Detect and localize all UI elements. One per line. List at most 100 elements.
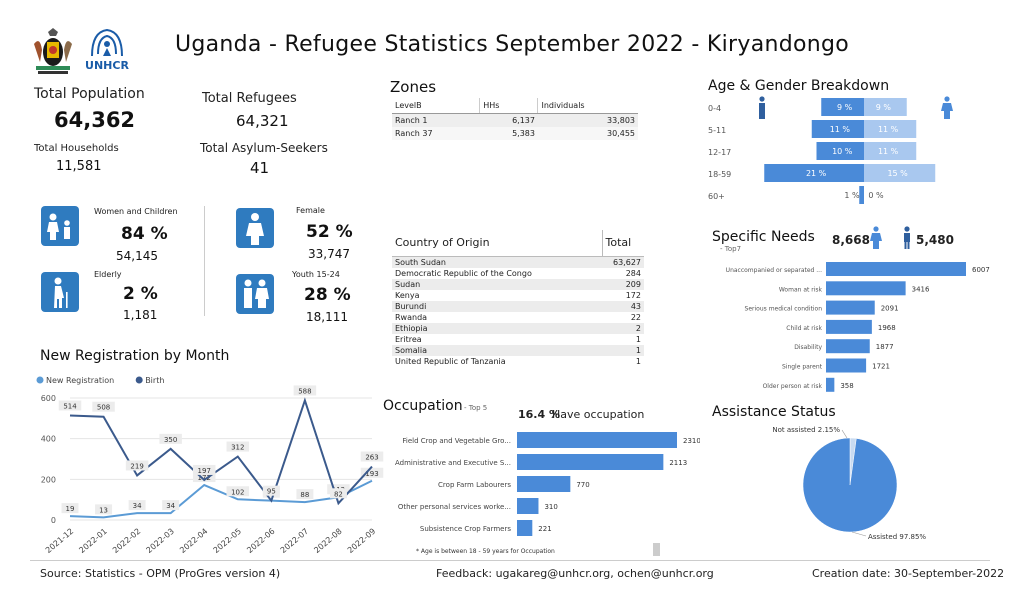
male-bar [811, 120, 864, 138]
assistance-title: Assistance Status [712, 404, 836, 420]
occupation-category-label: Field Crop and Vegetable Gro... [402, 437, 511, 445]
data-label-bg [61, 503, 79, 514]
occupation-bar [517, 476, 571, 492]
footer-feedback[interactable]: Feedback: ugakareg@unhcr.org, ochen@unhc… [436, 567, 714, 580]
zone-hhs: 6,137 [479, 113, 538, 127]
origin-table: Country of Origin Total South Sudan 63,62… [392, 230, 644, 367]
total-refugees-label: Total Refugees [202, 91, 297, 106]
assisted-slice [802, 437, 898, 533]
data-label: 34 [133, 502, 142, 510]
table-row[interactable]: Ethiopia 2 [392, 322, 644, 334]
data-label-bg [262, 485, 280, 496]
need-value-label: 2091 [881, 305, 899, 313]
origin-total: 209 [602, 278, 644, 290]
origin-header-total[interactable]: Total [601, 230, 644, 257]
icon-head [944, 96, 950, 102]
occupation-title: Occupation [383, 398, 463, 414]
x-tick-label: 2022-01 [77, 527, 108, 555]
total-refugees-value: 64,321 [236, 112, 289, 130]
table-row[interactable]: Democratic Republic of the Congo 284 [392, 268, 644, 279]
youth-pct: 28 % [304, 285, 351, 305]
need-bar [826, 358, 867, 373]
origin-country: South Sudan [392, 256, 602, 268]
male-bar-label: 11 % [830, 125, 851, 134]
asylum-value: 41 [250, 159, 270, 177]
legend-label: Birth [145, 376, 164, 385]
occupation-bar [517, 520, 533, 536]
data-label-bg [296, 489, 314, 500]
zones-header-individuals[interactable]: Individuals [537, 98, 638, 114]
female-bar [864, 164, 936, 182]
table-row[interactable]: Ranch 1 6,137 33,803 [392, 113, 638, 127]
need-bar [826, 262, 966, 276]
table-row[interactable]: Rwanda 22 [392, 312, 644, 323]
age-gender-chart: 0-4 9 % 9 % 5-11 11 % 11 % 12-17 10 % 11 % 18-59 2… [708, 96, 953, 204]
footer-divider [30, 560, 990, 561]
origin-country: Burundi [392, 300, 602, 312]
scrollbar-thumb[interactable] [653, 543, 660, 556]
footer-source: Source: Statistics - OPM (ProGres versio… [40, 567, 281, 580]
unhcr-logo: UNHCR [84, 26, 130, 76]
needs-female-total: 8,668 [832, 233, 870, 247]
occupation-category-label: Crop Farm Labourers [438, 481, 511, 489]
zones-header-hhs[interactable]: HHs [479, 98, 538, 114]
origin-country: Democratic Republic of the Congo [395, 268, 532, 278]
data-label-bg [92, 401, 115, 412]
origin-total: 43 [602, 300, 644, 312]
occupation-bar [517, 432, 677, 448]
male-person-icon [902, 226, 912, 254]
zones-header-levelb[interactable]: LevelB [392, 98, 480, 114]
age-group-label: 18-59 [708, 170, 731, 179]
table-row[interactable]: Sudan 209 [392, 278, 644, 290]
table-row[interactable]: Eritrea 1 [392, 334, 644, 345]
zone-individuals: 30,455 [537, 127, 638, 140]
female-bar-label: 0 % [868, 191, 884, 200]
need-category-label: Child at risk [786, 325, 822, 332]
uganda-coat-of-arms-logo [30, 26, 76, 76]
women-children-pct: 84 % [121, 224, 168, 244]
icon-body [941, 103, 953, 119]
x-tick-label: 2022-09 [346, 527, 377, 555]
data-label-bg [192, 472, 216, 483]
women-children-label: Women and Children [94, 207, 178, 216]
occupation-subtitle: - Top 5 [464, 404, 488, 412]
data-label: 95 [267, 488, 276, 496]
birth-line [69, 397, 373, 506]
table-row[interactable]: Kenya 172 [392, 290, 644, 301]
registration-chart-title: New Registration by Month [40, 348, 230, 364]
legend-label: New Registration [46, 376, 114, 385]
y-tick-label: 0 [51, 516, 56, 525]
new-registration-line [69, 479, 373, 519]
female-pct: 52 % [306, 222, 353, 242]
data-label-bg [95, 504, 113, 515]
data-label: 588 [298, 387, 311, 395]
zones-table: LevelB HHs Individuals Ranch 1 6,137 33,80… [392, 98, 638, 140]
need-bar [826, 281, 906, 296]
male-bar-label: 9 % [837, 103, 853, 112]
origin-total: 172 [625, 290, 641, 300]
origin-total: 63,627 [602, 256, 644, 268]
youth-count: 18,111 [306, 310, 348, 324]
occupation-value-label: 310 [544, 503, 557, 511]
data-label-bg [128, 500, 146, 511]
data-label-bg [360, 451, 384, 462]
origin-header-country[interactable]: Country of Origin [392, 230, 602, 257]
zone-name: Ranch 37 [392, 127, 480, 140]
age-group-label: 12-17 [708, 148, 731, 157]
table-row[interactable]: South Sudan 63,627 [392, 256, 644, 268]
assisted-label: Assisted 97.85% [868, 533, 926, 541]
table-row[interactable]: United Republic of Tanzania 1 [392, 356, 644, 367]
total-population-label: Total Population [34, 86, 145, 102]
occupation-value-label: 2113 [669, 459, 687, 467]
table-row[interactable]: Burundi 43 [392, 300, 644, 312]
x-tick-label: 2022-04 [178, 527, 209, 555]
data-label: 514 [63, 402, 77, 410]
data-label: 13 [99, 506, 108, 514]
table-row[interactable]: Somalia 1 [392, 344, 644, 356]
origin-total: 1 [635, 356, 641, 366]
age-group-label: 60+ [708, 192, 725, 201]
need-bar [826, 339, 870, 354]
data-label-bg [360, 467, 384, 478]
data-label: 19 [66, 505, 75, 513]
table-row[interactable]: Ranch 37 5,383 30,455 [392, 127, 638, 140]
